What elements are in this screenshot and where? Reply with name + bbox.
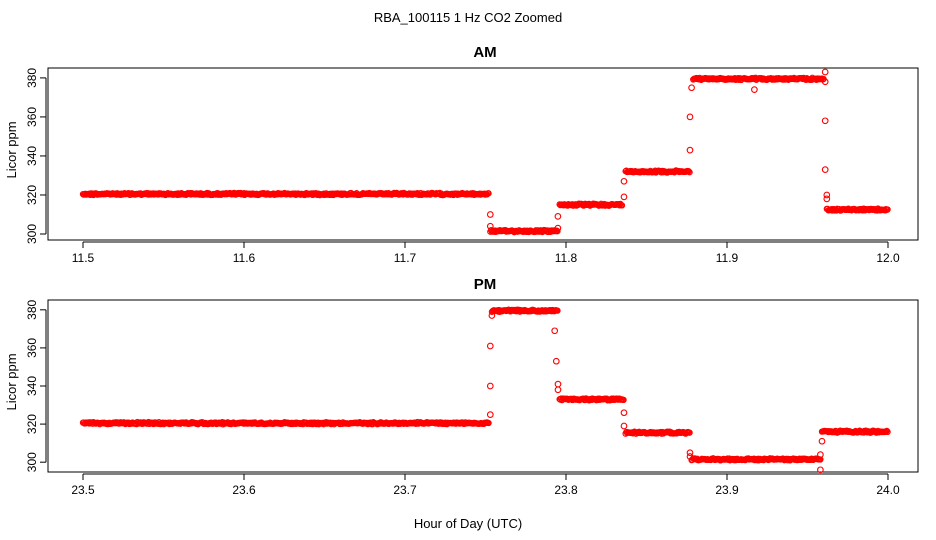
plot-frame-am: [47, 67, 919, 241]
transition-points-pm: [486, 312, 826, 474]
x-axis-am: 11.5 11.6 11.7 11.8 11.9 12.0: [72, 241, 900, 265]
data-point: [823, 195, 831, 203]
data-point: [686, 449, 694, 457]
data-point: [883, 427, 890, 435]
segment-pm-0: [79, 418, 492, 428]
x-tick-label: 23.5: [71, 483, 95, 497]
x-tick-label: 23.9: [715, 483, 739, 497]
segment-am-3: [622, 167, 693, 176]
segment-am-4: [690, 74, 827, 84]
y-tick-label: 320: [25, 414, 39, 434]
data-point: [554, 380, 562, 388]
data-point: [486, 342, 494, 350]
segment-pm-5: [818, 427, 891, 436]
x-tick-label: 11.8: [555, 251, 578, 265]
plot-area-pm: 23.5 23.6 23.7 23.8 23.9 24.0 300 320 340 360 380: [25, 299, 919, 497]
chart-panel-pm: PM Licor ppm 23.5 23.6 23.7 23.8 23.9 24.0 300…: [4, 276, 919, 497]
data-point: [821, 78, 829, 86]
segment-pm-4: [688, 455, 824, 464]
data-point: [821, 68, 829, 76]
y-tick-label: 340: [25, 376, 39, 396]
segment-pm-1: [488, 306, 561, 315]
data-point: [551, 327, 559, 335]
data-point: [554, 228, 561, 235]
chart-panel-am: AM Licor ppm 11.5 11.6 11.7 11.8 11.9 12.0 300…: [4, 44, 919, 265]
transition-points-am: [486, 68, 831, 232]
data-point: [617, 200, 624, 208]
x-tick-label: 12.0: [876, 251, 900, 265]
data-point: [620, 177, 628, 185]
y-tick-label: 360: [25, 107, 39, 127]
y-tick-label: 320: [25, 185, 39, 205]
x-tick-label: 23.7: [393, 483, 417, 497]
data-point: [620, 409, 628, 417]
x-tick-label: 23.8: [554, 483, 578, 497]
data-point: [884, 206, 891, 213]
x-tick-label: 11.9: [716, 251, 739, 265]
data-point: [686, 113, 694, 121]
data-point: [821, 166, 829, 173]
segment-am-0: [79, 189, 492, 199]
data-point: [486, 411, 494, 418]
y-tick-label: 380: [25, 68, 39, 88]
x-axis-pm: 23.5 23.6 23.7 23.8 23.9 24.0: [71, 473, 900, 497]
data-point: [620, 193, 628, 201]
data-point: [554, 213, 562, 220]
segment-am-2: [556, 200, 626, 209]
data-point: [821, 117, 829, 125]
data-point: [686, 169, 693, 176]
x-axis-label: Hour of Day (UTC): [414, 516, 522, 531]
panel-title-pm: PM: [474, 276, 497, 293]
data-point: [818, 437, 826, 445]
data-point: [618, 202, 626, 209]
data-point: [685, 168, 692, 175]
data-point: [751, 86, 758, 93]
plot-area-am: 11.5 11.6 11.7 11.8 11.9 12.0 300 320 340 360 380: [25, 67, 919, 265]
x-tick-label: 24.0: [876, 483, 900, 497]
x-tick-label: 11.7: [394, 251, 417, 265]
data-point: [486, 211, 494, 218]
y-axis-am: 300 320 340 360 380: [25, 68, 47, 244]
y-axis-pm: 300 320 340 360 380: [25, 299, 47, 472]
data-point: [686, 429, 693, 436]
data-point: [554, 307, 561, 314]
data-point: [688, 84, 695, 92]
figure-title: RBA_100115 1 Hz CO2 Zoomed: [374, 10, 562, 25]
y-tick-label: 340: [25, 146, 39, 166]
data-points-pm: [79, 306, 891, 474]
data-point: [817, 466, 824, 474]
y-tick-label: 300: [25, 224, 39, 244]
x-tick-label: 11.6: [233, 251, 256, 265]
y-axis-label-pm: Licor ppm: [4, 353, 19, 410]
data-point: [884, 428, 891, 436]
x-tick-label: 23.6: [232, 483, 256, 497]
data-point: [620, 422, 628, 430]
data-point: [554, 224, 562, 232]
data-point: [620, 396, 627, 404]
segment-pm-3: [622, 428, 693, 437]
panel-title-am: AM: [473, 44, 496, 61]
data-point: [552, 357, 560, 365]
y-tick-label: 300: [25, 452, 39, 472]
data-point: [823, 191, 831, 199]
data-point: [686, 146, 694, 154]
data-point: [554, 386, 562, 394]
segment-am-1: [487, 226, 561, 236]
y-tick-label: 360: [25, 338, 39, 358]
data-point: [485, 419, 492, 427]
x-tick-label: 11.5: [72, 251, 95, 265]
data-point: [486, 222, 494, 230]
data-point: [486, 382, 494, 390]
data-point: [817, 451, 824, 458]
data-point: [488, 312, 496, 319]
data-point: [686, 453, 694, 460]
segment-pm-2: [556, 395, 627, 404]
data-point: [485, 190, 492, 197]
segment-am-5: [823, 205, 891, 214]
y-tick-label: 380: [25, 299, 39, 319]
plot-frame-pm: [47, 299, 919, 473]
y-axis-label-am: Licor ppm: [4, 121, 19, 178]
data-points-am: [79, 68, 891, 236]
